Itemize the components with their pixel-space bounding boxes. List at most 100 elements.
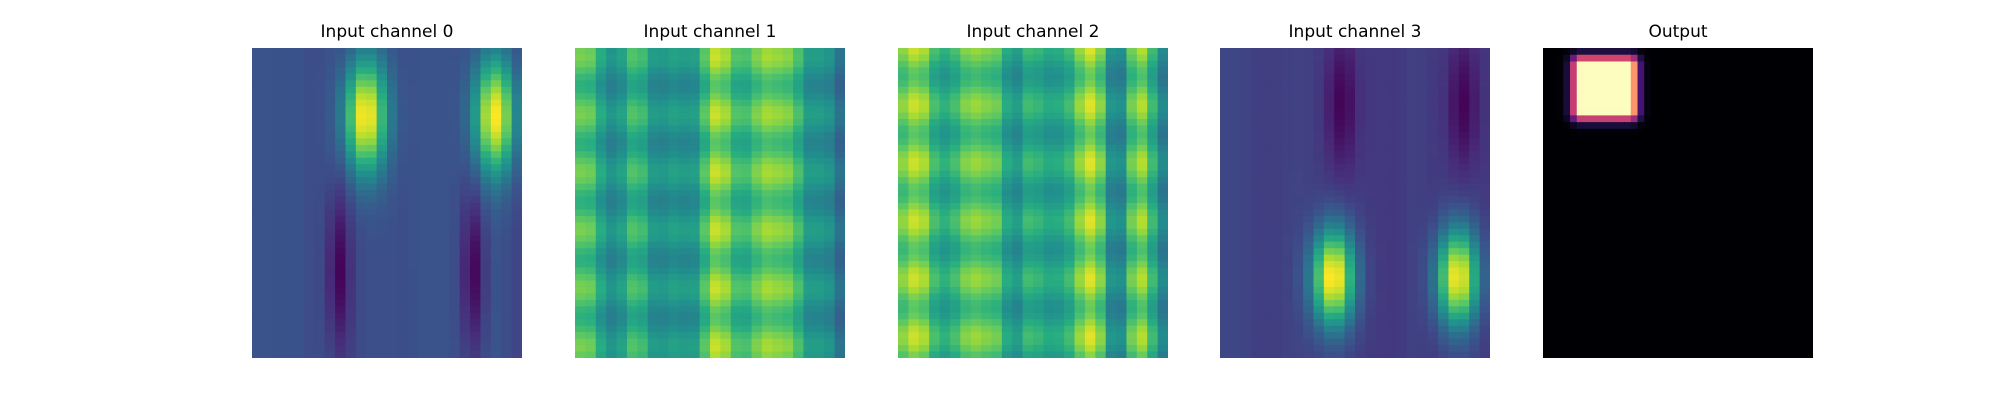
heatmap-cell <box>970 177 982 185</box>
heatmap-cell <box>1157 196 1168 204</box>
heatmap-cell <box>1303 338 1315 346</box>
heatmap-cell <box>1105 131 1117 140</box>
heatmap-cell <box>480 267 492 275</box>
heatmap-cell <box>1334 196 1346 204</box>
heatmap-cell <box>699 183 711 191</box>
heatmap-cell <box>480 112 492 120</box>
heatmap-cell <box>1448 203 1460 211</box>
heatmap-cell <box>1147 67 1159 75</box>
heatmap-cell <box>949 125 961 133</box>
heatmap-cell <box>991 215 1003 223</box>
heatmap-cell <box>459 248 471 256</box>
heatmap-cell <box>1043 157 1055 165</box>
heatmap-cell <box>376 138 388 146</box>
heatmap-cell <box>1251 325 1263 333</box>
heatmap-cell <box>1084 345 1096 353</box>
heatmap-cell <box>1479 345 1490 353</box>
heatmap-cell <box>376 235 388 243</box>
heatmap-cell <box>918 306 930 314</box>
heatmap-cell <box>939 228 951 236</box>
heatmap-cell <box>1022 60 1034 68</box>
heatmap-cell <box>803 351 815 358</box>
heatmap-cell <box>355 209 367 217</box>
heatmap-cell <box>730 319 742 327</box>
heatmap-cell <box>1355 280 1366 288</box>
heatmap-cell <box>1282 351 1294 358</box>
heatmap-cell <box>575 254 586 262</box>
heatmap-cell <box>1116 325 1128 333</box>
heatmap-cell <box>1084 241 1096 249</box>
heatmap-cell <box>283 261 295 269</box>
heatmap-cell <box>1386 60 1398 68</box>
heatmap-cell <box>1375 345 1387 353</box>
heatmap-cell <box>1022 280 1034 288</box>
heatmap-cell <box>262 241 274 249</box>
heatmap-cell <box>387 306 398 314</box>
heatmap-cell <box>1053 332 1065 340</box>
heatmap-cell <box>834 177 845 185</box>
heatmap-cell <box>470 125 482 133</box>
heatmap-cell <box>335 67 347 75</box>
heatmap-cell <box>606 48 618 56</box>
heatmap-cell <box>1033 293 1044 301</box>
heatmap-cell <box>252 106 263 114</box>
heatmap-cell <box>387 228 398 236</box>
heatmap-cell <box>1469 60 1481 68</box>
heatmap-cell <box>428 345 440 353</box>
heatmap-cell <box>1043 144 1055 152</box>
heatmap-cell <box>689 286 701 295</box>
heatmap-cell <box>1033 170 1044 178</box>
heatmap-cell <box>585 312 597 320</box>
heatmap-cell <box>1126 80 1138 88</box>
heatmap-cell <box>1479 106 1490 114</box>
heatmap-cell <box>699 131 711 140</box>
heatmap-cell <box>1033 345 1044 353</box>
heatmap-cell <box>1095 274 1107 282</box>
heatmap-cell <box>397 241 409 249</box>
heatmap-cell <box>689 325 701 333</box>
heatmap-cell <box>803 106 815 114</box>
heatmap-cell <box>324 267 336 275</box>
heatmap-cell <box>1282 138 1294 146</box>
heatmap-cell <box>908 183 920 191</box>
heatmap-cell <box>1417 332 1429 340</box>
heatmap-cell <box>730 222 742 230</box>
heatmap-cell <box>606 80 618 88</box>
heatmap-cell <box>1375 99 1387 107</box>
heatmap-cell <box>960 261 972 269</box>
heatmap-cell <box>1220 280 1231 288</box>
heatmap-cell <box>1116 86 1128 94</box>
heatmap-cell <box>428 138 440 146</box>
heatmap-cell <box>1022 125 1034 133</box>
heatmap-cell <box>1012 306 1024 314</box>
heatmap-cell <box>1053 248 1065 256</box>
heatmap-cell <box>1251 241 1263 249</box>
heatmap-cell <box>262 332 274 340</box>
heatmap-cell <box>1012 241 1024 249</box>
heatmap-cell <box>939 215 951 223</box>
heatmap-cell <box>918 261 930 269</box>
heatmap-cell <box>1365 54 1377 62</box>
heatmap-cell <box>772 274 784 282</box>
heatmap-cell <box>1064 274 1076 282</box>
heatmap-cell <box>272 286 284 295</box>
heatmap-cell <box>355 345 367 353</box>
heatmap-cell <box>1427 170 1439 178</box>
heatmap-cell <box>1116 164 1128 172</box>
heatmap-cell <box>1427 261 1439 269</box>
heatmap-cell <box>480 190 492 198</box>
heatmap-cell <box>970 312 982 320</box>
heatmap-cell <box>699 267 711 275</box>
heatmap-cell <box>1313 203 1325 211</box>
heatmap-cell <box>376 48 388 56</box>
heatmap-cell <box>606 203 618 211</box>
heatmap-cell <box>761 99 773 107</box>
heatmap-cell <box>449 332 461 340</box>
heatmap-cell <box>407 170 419 178</box>
heatmap-cell <box>1157 228 1168 236</box>
heatmap-cell <box>303 196 315 204</box>
heatmap-cell <box>387 93 398 101</box>
heatmap-cell <box>1033 241 1044 249</box>
heatmap-cell <box>834 351 845 358</box>
heatmap-cell <box>689 196 701 204</box>
